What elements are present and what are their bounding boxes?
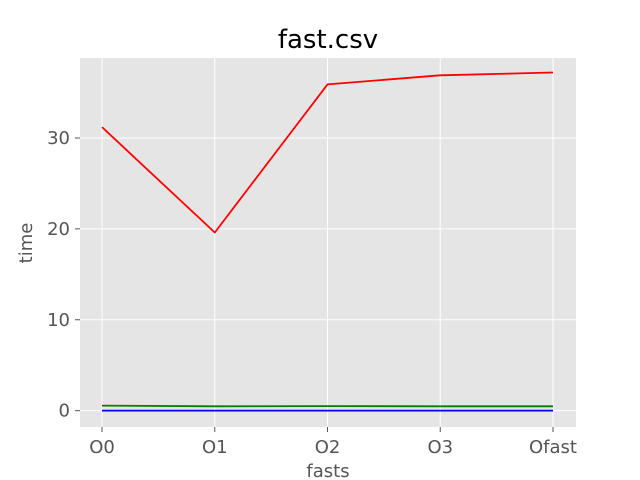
x-tick-label: O0 <box>89 437 115 458</box>
series-line-1 <box>101 71 554 234</box>
x-tick-label: O1 <box>202 437 228 458</box>
x-axis-ticks: O0 O1 O2 O3 Ofast <box>89 427 577 458</box>
series-line-2 <box>101 404 553 408</box>
x-tick-label: Ofast <box>529 437 577 458</box>
x-axis-label: fasts <box>306 461 349 480</box>
y-tick-label: 10 <box>47 310 70 331</box>
y-axis-ticks: 0 10 20 30 <box>47 128 80 422</box>
series-group <box>101 71 554 412</box>
x-tick-label: O3 <box>427 437 453 458</box>
y-tick-label: 30 <box>47 128 70 149</box>
y-tick-label: 20 <box>47 219 70 240</box>
y-axis-label: time <box>16 223 37 264</box>
x-gridlines <box>101 58 554 427</box>
y-tick-label: 0 <box>59 401 70 422</box>
x-tick-label: O2 <box>315 437 341 458</box>
chart-title: fast.csv <box>278 25 378 55</box>
